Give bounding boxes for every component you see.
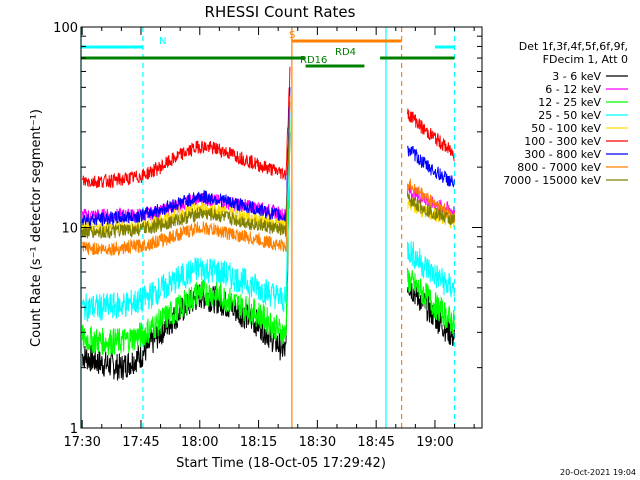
legend-entry-label: 12 - 25 keV <box>538 96 601 109</box>
series-line-3-part-1 <box>407 240 456 297</box>
x-tick-label: 19:00 <box>416 435 453 450</box>
legend-entry-label: 3 - 6 keV <box>552 70 601 83</box>
chart-title: RHESSI Count Rates <box>205 3 356 21</box>
y-tick-label: 1 <box>70 422 78 437</box>
y-axis-label: Count Rate (s⁻¹ detector segment⁻¹) <box>29 109 44 347</box>
series-line-0-part-0 <box>81 131 291 381</box>
series-line-8-part-1 <box>407 193 456 225</box>
legend-entry-label: 6 - 12 keV <box>545 83 601 96</box>
flag-label-rd16: RD16 <box>300 55 327 66</box>
legend-entry-label: 100 - 300 keV <box>524 135 601 148</box>
x-tick-label: 18:00 <box>181 435 218 450</box>
x-axis-label: Start Time (18-Oct-05 17:29:42) <box>176 456 386 471</box>
y-axis: 1 10 100 <box>53 21 482 437</box>
y-tick-label: 10 <box>61 222 78 237</box>
legend-entry-label: 800 - 7000 keV <box>517 161 601 174</box>
x-axis: 17:30 17:45 18:00 18:15 18:30 18:45 19:00 <box>63 27 475 450</box>
flag-label-s: S <box>289 30 295 41</box>
legend-entry-label: 7000 - 15000 keV <box>503 174 601 187</box>
flag-label-rd4: RD4 <box>335 47 356 58</box>
legend-entry-label: 50 - 100 keV <box>531 122 601 135</box>
series-line-8-part-0 <box>81 101 291 240</box>
footer-timestamp: 20-Oct-2021 19:04 <box>560 468 636 477</box>
x-tick-label: 18:45 <box>357 435 394 450</box>
flag-bars: N S RD4 RD16 <box>81 30 455 68</box>
series-layer <box>81 66 456 381</box>
flag-label-n: N <box>159 36 166 47</box>
series-line-7-part-0 <box>81 96 291 257</box>
series-line-6-part-1 <box>407 145 456 188</box>
series-line-5-part-0 <box>81 66 291 189</box>
x-tick-label: 18:15 <box>240 435 277 450</box>
legend: Det 1f,3f,4f,5f,6f,9f,FDecim 1, Att 0 3 -… <box>503 40 628 187</box>
series-line-3-part-0 <box>81 111 291 323</box>
series-line-2-part-0 <box>81 118 291 356</box>
x-tick-label: 17:30 <box>63 435 100 450</box>
legend-entry-label: 25 - 50 keV <box>538 109 601 122</box>
legend-header-line: FDecim 1, Att 0 <box>543 53 628 66</box>
x-tick-label: 18:30 <box>299 435 336 450</box>
series-line-5-part-1 <box>407 108 455 162</box>
legend-entry-label: 300 - 800 keV <box>524 148 601 161</box>
legend-header-line: Det 1f,3f,4f,5f,6f,9f, <box>519 40 628 53</box>
series-line-6-part-0 <box>81 87 291 227</box>
x-tick-label: 17:45 <box>122 435 159 450</box>
y-tick-label: 100 <box>53 21 78 36</box>
series-line-2-part-1 <box>407 267 455 335</box>
